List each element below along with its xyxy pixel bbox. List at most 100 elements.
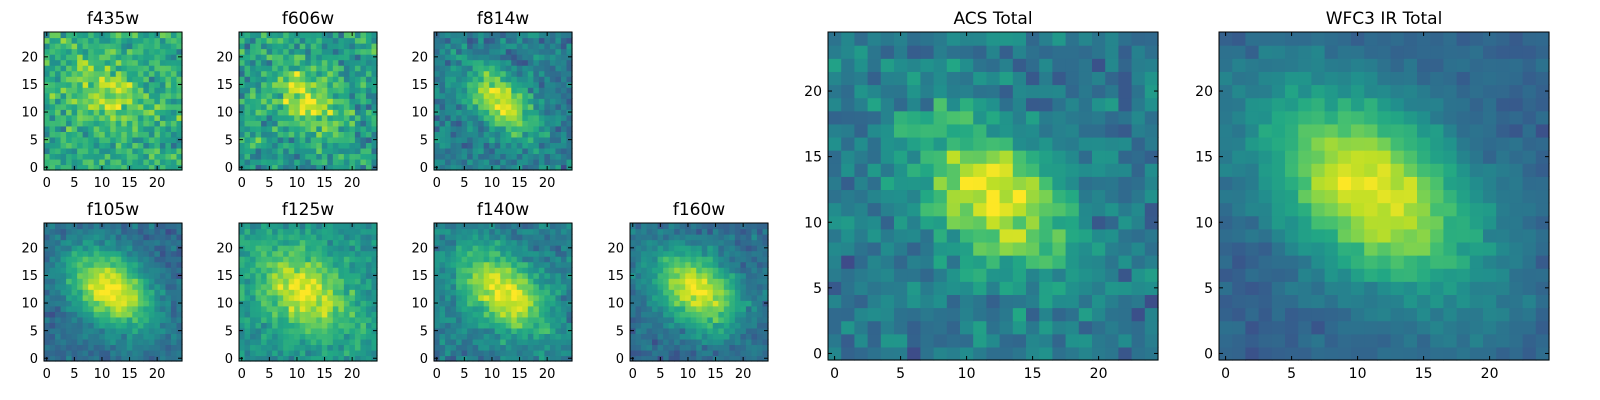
heatmap-cell [121, 48, 128, 55]
heatmap-cell [288, 311, 295, 318]
heatmap-cell [148, 109, 155, 116]
heatmap-cell [332, 338, 339, 346]
heatmap-cell [555, 65, 562, 72]
heatmap-cell [272, 98, 279, 105]
heatmap-cell [729, 355, 736, 362]
x-tick-label: 10 [94, 367, 111, 382]
heatmap-cell [143, 289, 150, 296]
heatmap-cell [467, 338, 474, 346]
heatmap-cell [82, 131, 89, 138]
heatmap-cell [49, 142, 56, 149]
heatmap-cell [828, 202, 842, 217]
heatmap-cell [734, 355, 741, 362]
heatmap-cell [110, 272, 117, 279]
heatmap-cell [1144, 228, 1159, 243]
x-tick-label: 5 [460, 367, 468, 382]
heatmap-cell [338, 261, 345, 268]
heatmap-cell [461, 256, 468, 263]
heatmap-cell [305, 37, 312, 44]
heatmap-cell [696, 322, 703, 329]
heatmap-cell [316, 54, 323, 61]
heatmap-cell [365, 267, 373, 274]
heatmap-cell [176, 92, 183, 99]
heatmap-cell [82, 322, 89, 329]
heatmap-cell [159, 283, 167, 290]
heatmap-cell [1012, 189, 1027, 204]
heatmap-cell [360, 300, 367, 307]
heatmap-cell [434, 59, 441, 66]
heatmap-cell [745, 327, 753, 334]
heatmap-cell [332, 37, 339, 44]
heatmap-cell [165, 131, 172, 138]
heatmap-cell [483, 300, 490, 307]
heatmap-cell [718, 311, 725, 318]
heatmap-cell [321, 250, 328, 257]
heatmap-cell [327, 164, 334, 171]
heatmap-cell [467, 65, 474, 72]
heatmap-cell [266, 92, 273, 99]
heatmap-cell [60, 147, 67, 155]
heatmap-cell [494, 316, 501, 323]
heatmap-cell [511, 294, 518, 301]
heatmap-cell [305, 92, 312, 99]
heatmap-cell [261, 239, 268, 246]
heatmap-cell [472, 37, 479, 44]
heatmap-cell [456, 43, 463, 50]
heatmap-cell [999, 268, 1014, 282]
heatmap-cell [159, 43, 167, 50]
heatmap-cell [110, 333, 117, 340]
heatmap-cell [505, 98, 512, 105]
heatmap-cell [165, 81, 172, 88]
heatmap-cell [973, 307, 987, 322]
heatmap-cell [360, 239, 367, 246]
heatmap-cell [115, 278, 122, 285]
heatmap-cell [71, 261, 78, 268]
heatmap-cell [696, 256, 703, 263]
heatmap-cell [288, 59, 295, 66]
heatmap-cell [467, 305, 474, 312]
heatmap-cell [250, 70, 257, 77]
heatmap-cell [933, 241, 948, 256]
heatmap-cell [343, 131, 350, 138]
heatmap-cell [60, 349, 67, 357]
heatmap-cell [712, 256, 719, 263]
heatmap-cell [371, 98, 378, 105]
heatmap-cell [277, 59, 284, 66]
heatmap-cell [854, 255, 869, 269]
heatmap-cell [1118, 228, 1133, 243]
heatmap-cell [505, 355, 512, 362]
heatmap-cell [294, 92, 301, 99]
heatmap-cell [148, 153, 155, 160]
heatmap-cell [533, 223, 540, 230]
heatmap-cell [170, 32, 178, 39]
heatmap-cell [343, 164, 350, 171]
heatmap-cell [115, 300, 122, 307]
heatmap-cell [316, 109, 323, 116]
heatmap-cell [920, 163, 935, 177]
heatmap-cell [544, 327, 551, 334]
heatmap-cell [349, 239, 356, 246]
heatmap-cell [244, 305, 251, 312]
heatmap-cell [99, 283, 106, 290]
heatmap-cell [522, 87, 529, 94]
heatmap-cell [299, 267, 306, 274]
heatmap-cell [310, 349, 317, 357]
heatmap-cell [489, 81, 496, 88]
heatmap-cell [494, 234, 501, 241]
heatmap-cell [674, 223, 681, 230]
heatmap-cell [55, 59, 62, 66]
y-tick-label: 5 [616, 324, 624, 339]
heatmap-cell [685, 300, 692, 307]
heatmap-cell [538, 239, 545, 246]
heatmap-cell [165, 278, 172, 285]
heatmap-cell [549, 234, 557, 241]
heatmap-cell [49, 92, 56, 99]
heatmap-cell [121, 228, 128, 235]
heatmap-cell [132, 234, 139, 241]
heatmap-cell [516, 338, 523, 346]
heatmap-cell [867, 176, 882, 191]
heatmap-cell [365, 81, 373, 88]
heatmap-cell [467, 245, 474, 252]
heatmap-cell [299, 300, 306, 307]
heatmap-cell [261, 228, 268, 235]
